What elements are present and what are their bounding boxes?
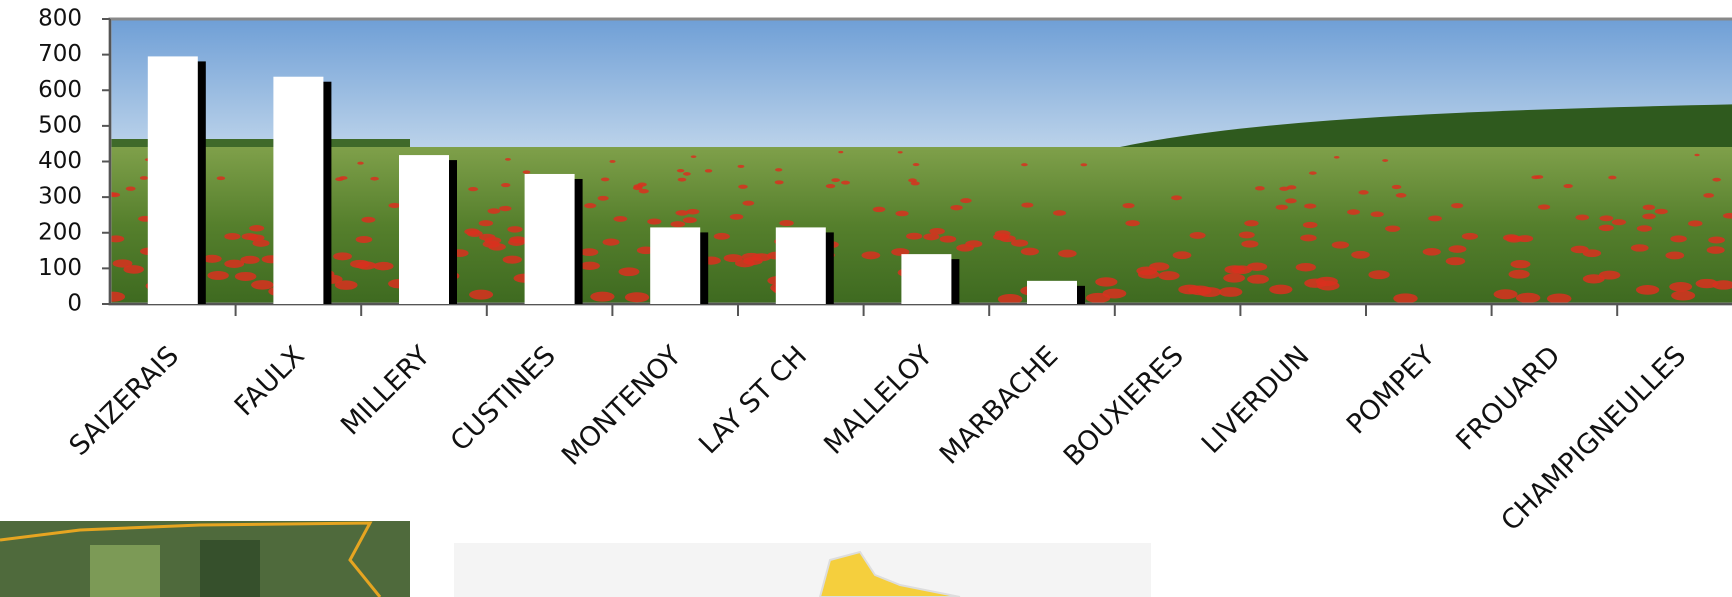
- page: {"chart_data": {"type": "bar", "categori…: [0, 0, 1732, 597]
- map-thumbnails: [0, 521, 1151, 597]
- x-tick-label: MALLELOY: [818, 340, 939, 461]
- chart: 0 100 200 300 400 500 600 700 800 SAIZERAIS FAULX M…: [0, 0, 1732, 597]
- bar: [148, 56, 198, 304]
- x-tick-label: LAY ST CH: [693, 340, 813, 460]
- y-tick-label: 400: [38, 148, 82, 174]
- bar: [273, 77, 323, 304]
- x-tick-label: MARBACHE: [934, 340, 1064, 470]
- x-tick-label: POMPEY: [1341, 340, 1442, 441]
- x-tick-label: MILLERY: [335, 340, 436, 441]
- x-tick-label: CUSTINES: [445, 340, 562, 457]
- y-tick-label: 200: [38, 219, 82, 245]
- y-tick-label: 700: [38, 41, 82, 67]
- bar: [1027, 281, 1077, 304]
- bar: [901, 254, 951, 304]
- x-tick-label: FAULX: [229, 340, 311, 422]
- y-tick-label: 100: [38, 255, 82, 281]
- x-tick-label: FROUARD: [1450, 340, 1566, 456]
- bar: [650, 227, 700, 304]
- x-tick-label: LIVERDUN: [1196, 340, 1316, 460]
- x-tick-label: SAIZERAIS: [64, 340, 186, 462]
- y-tick-label: 800: [38, 6, 82, 32]
- bar: [525, 174, 575, 304]
- bar: [399, 155, 449, 304]
- y-tick-label: 500: [38, 112, 82, 138]
- x-tick-label: MONTENOY: [556, 340, 688, 472]
- x-tick-label: BOUXIERES: [1058, 340, 1190, 472]
- y-tick-label: 600: [38, 77, 82, 103]
- bar: [776, 227, 826, 304]
- y-tick-label: 0: [67, 291, 82, 317]
- y-tick-label: 300: [38, 184, 82, 210]
